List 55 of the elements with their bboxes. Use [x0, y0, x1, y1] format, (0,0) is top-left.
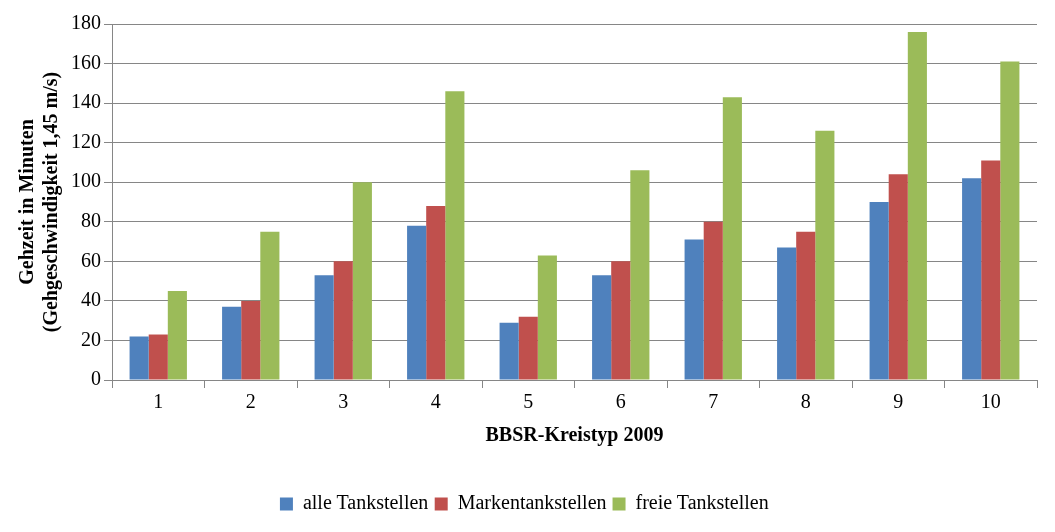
y-tick-label: 120 [71, 129, 101, 152]
bar [962, 178, 982, 380]
y-tick-label: 60 [81, 248, 101, 271]
bar [407, 225, 427, 380]
x-tick-label: 8 [800, 390, 811, 413]
bar [426, 205, 446, 380]
bar [222, 306, 242, 380]
y-tick-label: 0 [91, 367, 101, 390]
y-tick-label: 80 [81, 209, 101, 232]
bar [260, 231, 280, 380]
bar [722, 97, 742, 380]
bar [1000, 61, 1020, 380]
bar [499, 322, 519, 380]
legend-label: freie Tankstellen [635, 491, 769, 514]
bar [445, 91, 465, 380]
y-tick-label: 140 [71, 90, 101, 113]
bar [777, 247, 797, 380]
x-tick-label: 7 [708, 390, 719, 413]
bar [869, 202, 889, 380]
bar [129, 336, 149, 380]
bar [888, 174, 908, 380]
y-tick-label: 100 [71, 169, 101, 192]
x-tick-label: 10 [980, 390, 1001, 413]
y-axis-title: Gehzeit in Minuten (Gehgeschwindigkeit 1,45 m/s) [15, 71, 63, 333]
legend-label: Markentankstellen [457, 491, 607, 514]
y-tick-label: 20 [81, 327, 101, 350]
bar [981, 160, 1001, 380]
bar [314, 275, 334, 380]
y-tick-label: 180 [71, 11, 101, 34]
bar [703, 221, 723, 380]
bar [630, 170, 650, 380]
bar [241, 300, 261, 380]
bar [352, 182, 372, 380]
bar [518, 316, 538, 380]
y-tick-label: 160 [71, 50, 101, 73]
x-tick-label: 1 [153, 390, 164, 413]
x-axis-title: BBSR-Kreistyp 2009 [485, 423, 664, 447]
bar [333, 261, 353, 380]
x-tick-label: 6 [615, 390, 626, 413]
bar [537, 255, 557, 380]
bar [611, 261, 631, 380]
x-tick-label: 3 [338, 390, 349, 413]
bar [907, 31, 927, 380]
bar [796, 231, 816, 380]
x-tick-label: 2 [245, 390, 256, 413]
bar [167, 291, 187, 380]
bar [684, 239, 704, 380]
bar [148, 334, 168, 380]
bar [815, 130, 835, 380]
x-tick-label: 5 [523, 390, 534, 413]
x-tick-label: 9 [893, 390, 904, 413]
legend-label: alle Tankstellen [302, 491, 429, 514]
x-tick-label: 4 [430, 390, 441, 413]
y-tick-label: 40 [81, 288, 101, 311]
bar [592, 275, 612, 380]
